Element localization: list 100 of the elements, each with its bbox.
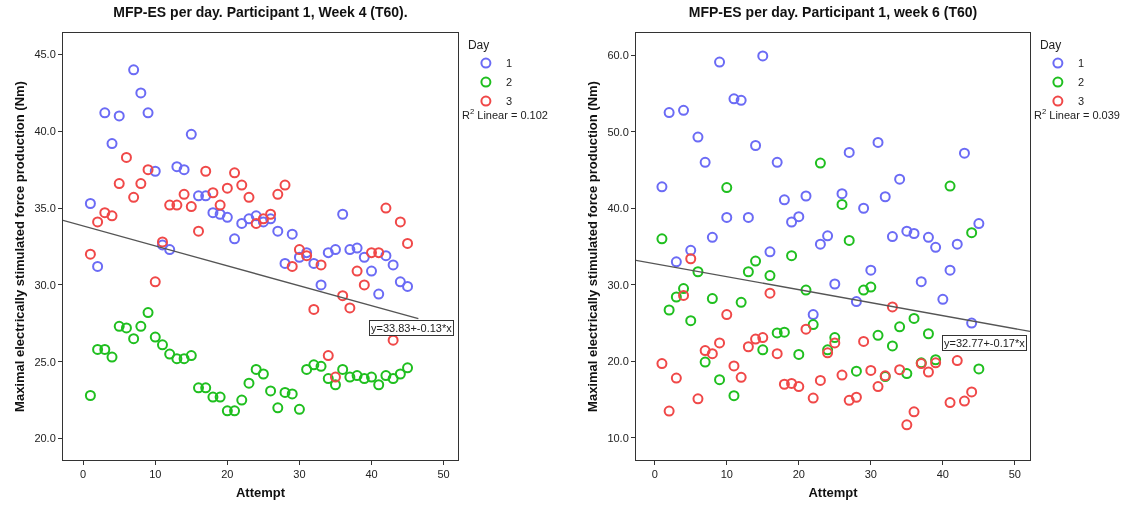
y-tick-label: 30.0 <box>607 278 629 291</box>
point <box>692 266 704 278</box>
point <box>329 371 341 383</box>
point <box>735 296 747 308</box>
point <box>793 211 805 223</box>
point <box>265 208 277 220</box>
legend-label: 2 <box>1077 76 1085 89</box>
point <box>922 366 934 378</box>
point <box>944 397 956 409</box>
point <box>836 198 848 210</box>
legend-title: Day <box>467 37 490 52</box>
point <box>699 356 711 368</box>
point <box>221 405 233 417</box>
point <box>344 244 356 256</box>
point <box>966 227 978 239</box>
point <box>286 388 298 400</box>
point <box>113 320 125 332</box>
point <box>236 394 248 406</box>
point <box>814 374 826 386</box>
chart-title: MFP-ES per day. Participant 1, Week 4 (T60). <box>113 4 408 21</box>
point <box>771 156 783 168</box>
x-tick-label: 10 <box>149 468 162 481</box>
point <box>243 377 255 389</box>
point <box>685 244 697 256</box>
point <box>272 225 284 237</box>
point <box>236 217 248 229</box>
point <box>329 244 341 256</box>
point <box>915 276 927 288</box>
point <box>380 250 392 262</box>
point <box>250 363 262 375</box>
point <box>135 178 147 190</box>
point <box>315 259 327 271</box>
point <box>807 309 819 321</box>
legend-title: Day <box>1039 37 1062 52</box>
x-tick-label: 20 <box>792 468 805 481</box>
point <box>185 201 197 213</box>
point <box>678 283 690 295</box>
point <box>901 225 913 237</box>
point <box>858 284 870 296</box>
point <box>721 182 733 194</box>
point <box>221 182 233 194</box>
x-tick-label: 30 <box>864 468 877 481</box>
point <box>850 391 862 403</box>
point <box>714 337 726 349</box>
point <box>958 395 970 407</box>
y-tick-label: 40.0 <box>607 202 629 215</box>
y-tick-label: 60.0 <box>607 49 629 62</box>
point <box>135 87 147 99</box>
x-tick-label: 50 <box>1008 468 1021 481</box>
point <box>293 251 305 263</box>
point <box>207 207 219 219</box>
point <box>786 250 798 262</box>
point <box>706 348 718 360</box>
point <box>84 197 96 209</box>
point <box>714 56 726 68</box>
point <box>829 278 841 290</box>
point <box>728 390 740 402</box>
point <box>742 266 754 278</box>
annotation: y=32.77+-0.17*x <box>944 337 1026 349</box>
point <box>185 128 197 140</box>
point <box>128 333 140 345</box>
point <box>670 291 682 303</box>
point <box>850 296 862 308</box>
point <box>344 302 356 314</box>
point <box>670 372 682 384</box>
point <box>872 136 884 148</box>
point <box>193 225 205 237</box>
point <box>84 389 96 401</box>
y-tick-label: 20.0 <box>607 355 629 368</box>
point <box>944 264 956 276</box>
point <box>879 191 891 203</box>
point <box>829 337 841 349</box>
point <box>656 233 668 245</box>
point <box>771 348 783 360</box>
point <box>663 304 675 316</box>
point <box>221 211 233 223</box>
point <box>778 326 790 338</box>
point <box>171 199 183 211</box>
point <box>656 358 668 370</box>
point <box>366 265 377 277</box>
point <box>380 370 392 382</box>
point <box>120 322 132 334</box>
point <box>214 199 226 211</box>
point <box>171 161 183 173</box>
point <box>402 362 414 374</box>
point <box>135 320 147 332</box>
point <box>351 265 363 277</box>
point <box>128 64 140 76</box>
text: R$^{2}$ Linear = 0.039 <box>1034 107 1120 121</box>
point <box>886 340 898 352</box>
point <box>858 202 870 214</box>
point <box>922 231 934 243</box>
point <box>149 331 161 343</box>
point <box>99 207 111 219</box>
point <box>106 351 118 363</box>
y-axis-title: Maximal electrically stimulated force production (Nm) <box>12 81 28 412</box>
point <box>894 364 906 376</box>
point <box>778 194 790 206</box>
point <box>663 405 675 417</box>
point <box>193 190 205 202</box>
